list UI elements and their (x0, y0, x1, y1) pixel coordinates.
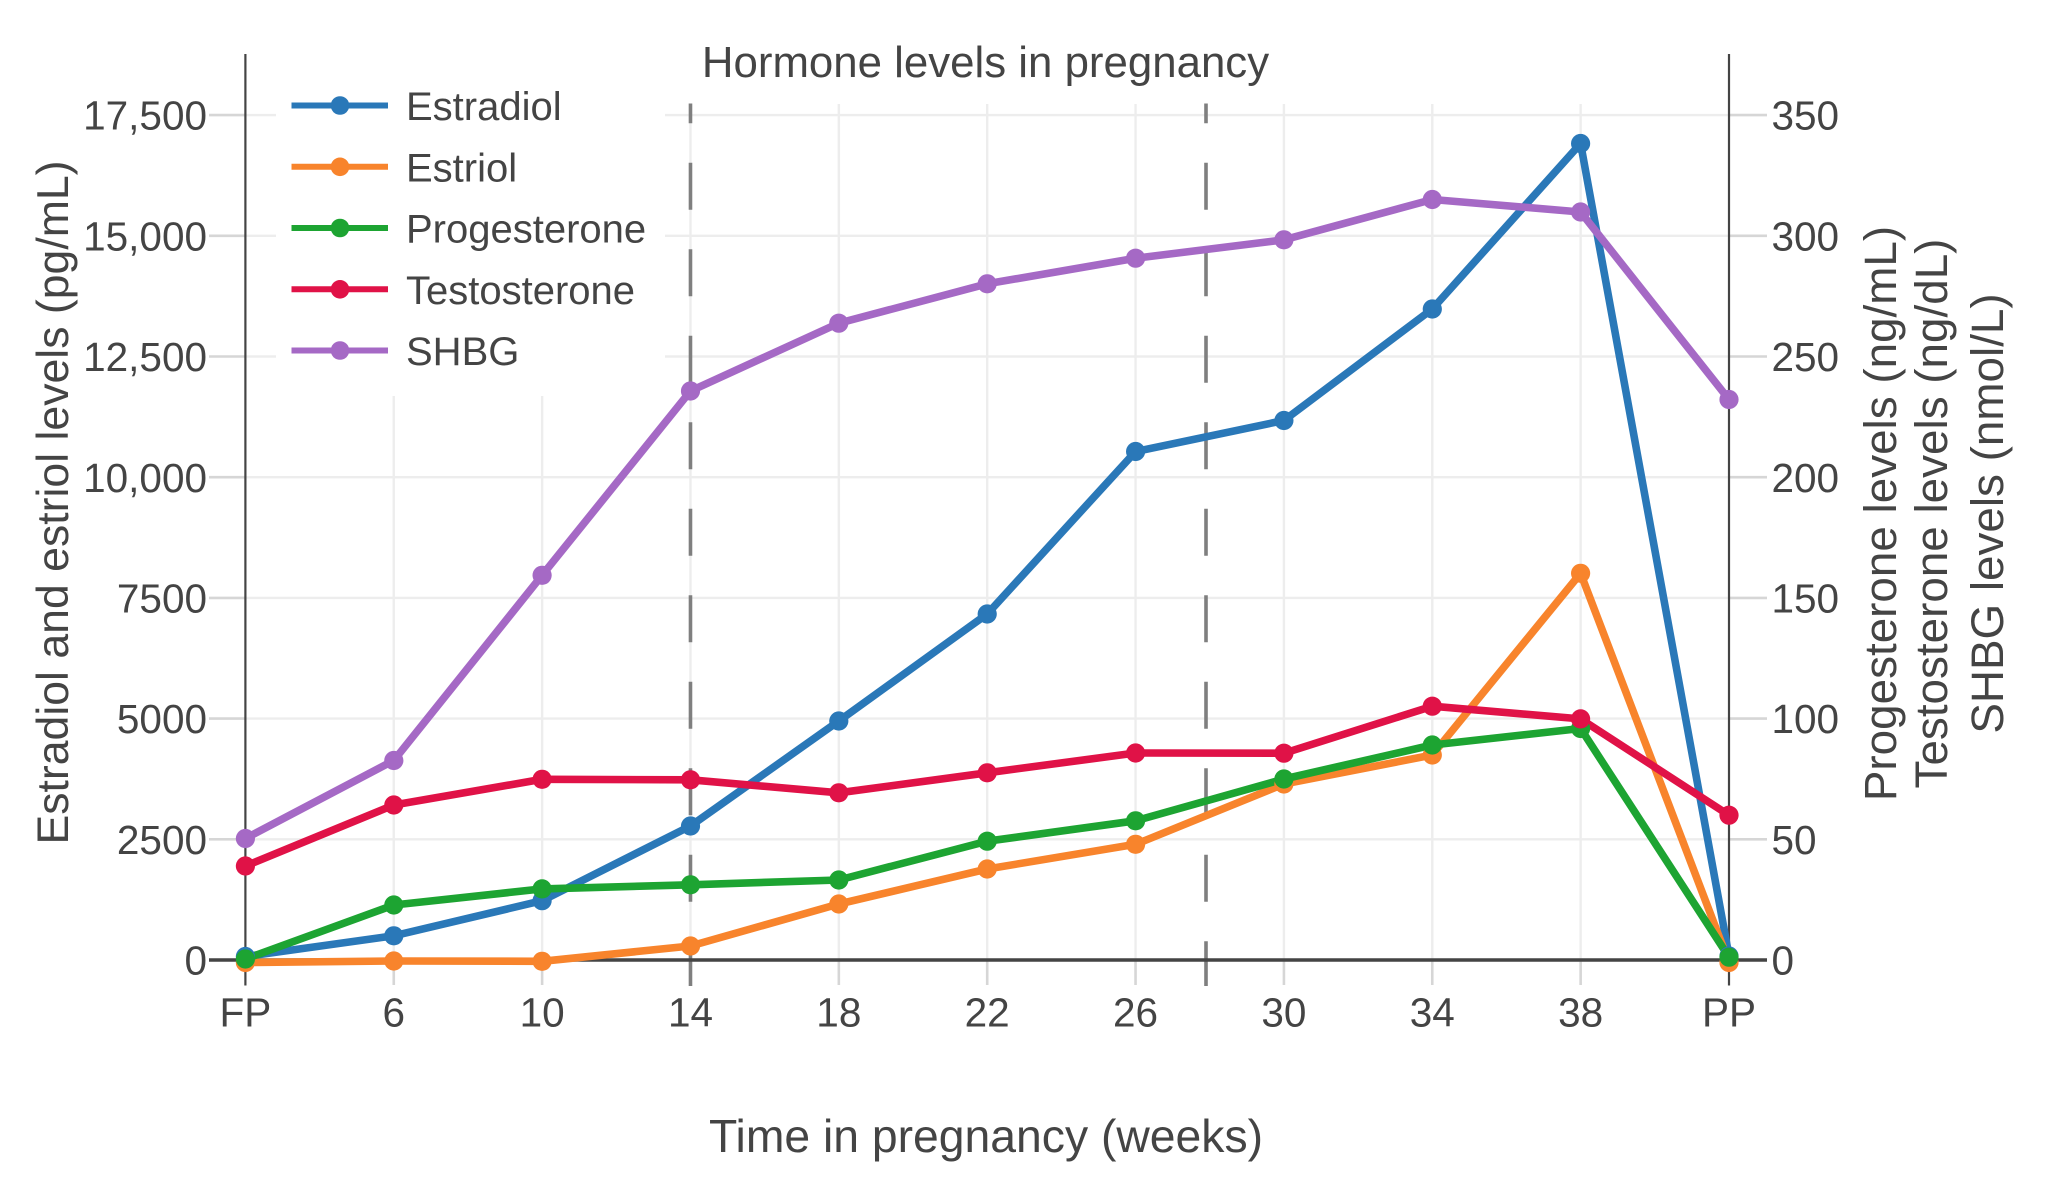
svg-text:Estradiol and estriol levels (: Estradiol and estriol levels (pg/mL) (29, 160, 78, 844)
svg-text:300: 300 (1772, 213, 1840, 259)
svg-text:38: 38 (1558, 990, 1603, 1036)
svg-text:7500: 7500 (117, 576, 207, 622)
svg-text:Estradiol: Estradiol (406, 85, 562, 129)
svg-text:10: 10 (520, 990, 565, 1036)
svg-text:15,000: 15,000 (83, 213, 207, 259)
svg-text:Time in pregnancy (weeks): Time in pregnancy (weeks) (709, 1110, 1263, 1162)
svg-text:Testosterone levels (ng/dL): Testosterone levels (ng/dL) (1906, 239, 1957, 789)
svg-text:26: 26 (1113, 990, 1158, 1036)
svg-text:150: 150 (1772, 576, 1840, 622)
svg-text:34: 34 (1410, 990, 1455, 1036)
svg-text:200: 200 (1772, 455, 1840, 501)
svg-text:PP: PP (1702, 990, 1756, 1036)
svg-text:100: 100 (1772, 696, 1840, 742)
svg-text:0: 0 (184, 938, 207, 984)
svg-text:2500: 2500 (117, 817, 207, 863)
svg-text:17,500: 17,500 (83, 93, 207, 139)
svg-text:FP: FP (220, 990, 272, 1036)
svg-text:14: 14 (668, 990, 713, 1036)
svg-text:250: 250 (1772, 334, 1840, 380)
svg-text:12,500: 12,500 (83, 334, 207, 380)
svg-text:0: 0 (1772, 938, 1795, 984)
svg-text:18: 18 (816, 990, 861, 1036)
svg-text:350: 350 (1772, 93, 1840, 139)
svg-text:SHBG: SHBG (406, 330, 519, 374)
svg-text:SHBG levels (nmol/L): SHBG levels (nmol/L) (1962, 293, 2013, 733)
svg-text:22: 22 (965, 990, 1010, 1036)
svg-text:5000: 5000 (117, 696, 207, 742)
svg-text:Progesterone levels (ng/mL): Progesterone levels (ng/mL) (1855, 226, 1906, 801)
svg-text:30: 30 (1261, 990, 1306, 1036)
svg-text:50: 50 (1772, 817, 1817, 863)
svg-text:Estriol: Estriol (406, 146, 517, 190)
svg-text:Testosterone: Testosterone (406, 269, 635, 313)
svg-text:10,000: 10,000 (83, 455, 207, 501)
svg-text:6: 6 (382, 990, 405, 1036)
svg-text:Progesterone: Progesterone (406, 208, 646, 252)
svg-text:Hormone levels in pregnancy: Hormone levels in pregnancy (702, 38, 1269, 87)
